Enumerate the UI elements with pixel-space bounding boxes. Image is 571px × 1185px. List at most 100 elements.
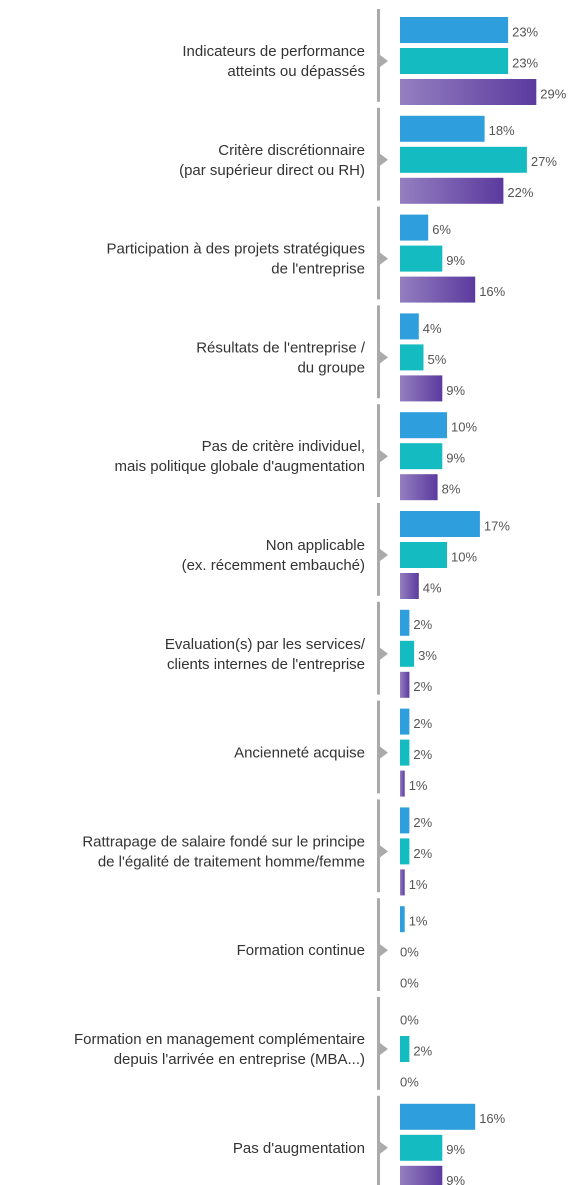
bar: [400, 412, 447, 439]
axis-pointer: [380, 746, 388, 759]
axis-segment: [377, 9, 380, 102]
axis-segment: [377, 799, 380, 893]
bar: [400, 838, 410, 865]
axis-pointer: [380, 944, 388, 957]
axis-pointer: [380, 252, 388, 265]
value-label: 16%: [479, 284, 505, 299]
bar: [400, 474, 438, 501]
value-label: 2%: [413, 747, 432, 762]
bar: [400, 1036, 410, 1062]
value-label: 1%: [409, 914, 428, 929]
bar: [400, 245, 443, 272]
axis-pointer: [380, 351, 388, 364]
value-label: 3%: [418, 648, 437, 663]
axis-segment: [377, 404, 380, 497]
axis-pointer: [380, 55, 388, 67]
bar: [400, 115, 485, 142]
value-label: 0%: [400, 976, 419, 991]
axis-pointer: [380, 845, 388, 858]
value-label: 10%: [451, 420, 477, 435]
axis-segment: [377, 503, 380, 596]
value-label: 27%: [531, 154, 557, 169]
bar: [400, 443, 443, 470]
value-label: 0%: [400, 945, 419, 960]
axis-segment: [377, 898, 380, 991]
axis-segment: [377, 206, 380, 300]
bar: [400, 1134, 443, 1161]
value-label: 6%: [432, 222, 451, 237]
axis-segment: [377, 107, 380, 201]
bar: [400, 344, 424, 371]
axis-segment: [377, 700, 380, 794]
value-label: 0%: [400, 1012, 419, 1027]
bar: [400, 906, 405, 933]
category-label: Formation en management complémentaire de…: [74, 1031, 365, 1068]
value-label: 18%: [489, 123, 515, 138]
value-label: 2%: [413, 617, 432, 632]
value-label: 0%: [400, 1074, 419, 1089]
value-label: 5%: [428, 352, 447, 367]
axis-pointer: [380, 549, 388, 561]
bar: [400, 177, 504, 204]
value-label: 2%: [413, 846, 432, 861]
axis-segment: [377, 1095, 380, 1185]
bar: [400, 1165, 443, 1185]
bar: [400, 807, 410, 834]
value-label: 22%: [507, 185, 533, 200]
axis-segment: [377, 305, 380, 399]
bar: [400, 375, 443, 402]
category-label: Critère discrétionnaire (par supérieur di…: [179, 142, 365, 179]
value-label: 17%: [484, 518, 510, 533]
value-label: 23%: [512, 24, 538, 39]
bar: [400, 708, 410, 735]
value-label: 8%: [442, 482, 461, 497]
category-label: Résultats de l'entreprise / du groupe: [196, 339, 366, 376]
bar: [400, 79, 537, 105]
category-label: Indicateurs de performance atteints ou dé…: [182, 43, 365, 80]
bar: [400, 770, 405, 797]
bar: [400, 276, 476, 303]
axis-pointer: [380, 1141, 388, 1154]
value-label: 1%: [409, 877, 428, 892]
value-label: 2%: [413, 815, 432, 830]
bar: [400, 17, 509, 43]
bar: [400, 609, 410, 636]
bar: [400, 214, 429, 241]
bar: [400, 739, 410, 766]
axis-segment: [377, 601, 380, 695]
bar: [400, 671, 410, 698]
axis-pointer: [380, 450, 388, 463]
value-label: 9%: [446, 1142, 465, 1157]
axis-segment: [377, 997, 380, 1090]
category-label: Ancienneté acquise: [234, 745, 365, 762]
value-label: 29%: [540, 86, 566, 101]
bar: [400, 1103, 476, 1130]
axis-pointer: [380, 153, 388, 166]
bar: [400, 640, 415, 667]
value-label: 2%: [413, 1043, 432, 1058]
value-label: 1%: [409, 778, 428, 793]
bar: [400, 573, 419, 599]
bar: [400, 542, 447, 568]
bar: [400, 48, 509, 74]
value-label: 9%: [446, 1173, 465, 1185]
axis-pointer: [380, 647, 388, 660]
value-label: 9%: [446, 451, 465, 466]
value-label: 23%: [512, 55, 538, 70]
value-label: 9%: [446, 383, 465, 398]
value-label: 2%: [413, 679, 432, 694]
bar: [400, 869, 405, 896]
value-label: 4%: [423, 321, 442, 336]
bar: [400, 511, 480, 537]
category-label: Formation continue: [237, 942, 365, 959]
category-label: Pas d'augmentation: [233, 1140, 365, 1157]
value-label: 2%: [413, 716, 432, 731]
category-label: Pas de critère individuel, mais politique…: [114, 438, 365, 475]
category-label: Non applicable (ex. récemment embauché): [182, 537, 365, 574]
bar: [400, 313, 419, 340]
category-label: Rattrapage de salaire fondé sur le princ…: [82, 833, 365, 870]
value-label: 10%: [451, 549, 477, 564]
axis-pointer: [380, 1043, 388, 1055]
value-label: 4%: [423, 580, 442, 595]
